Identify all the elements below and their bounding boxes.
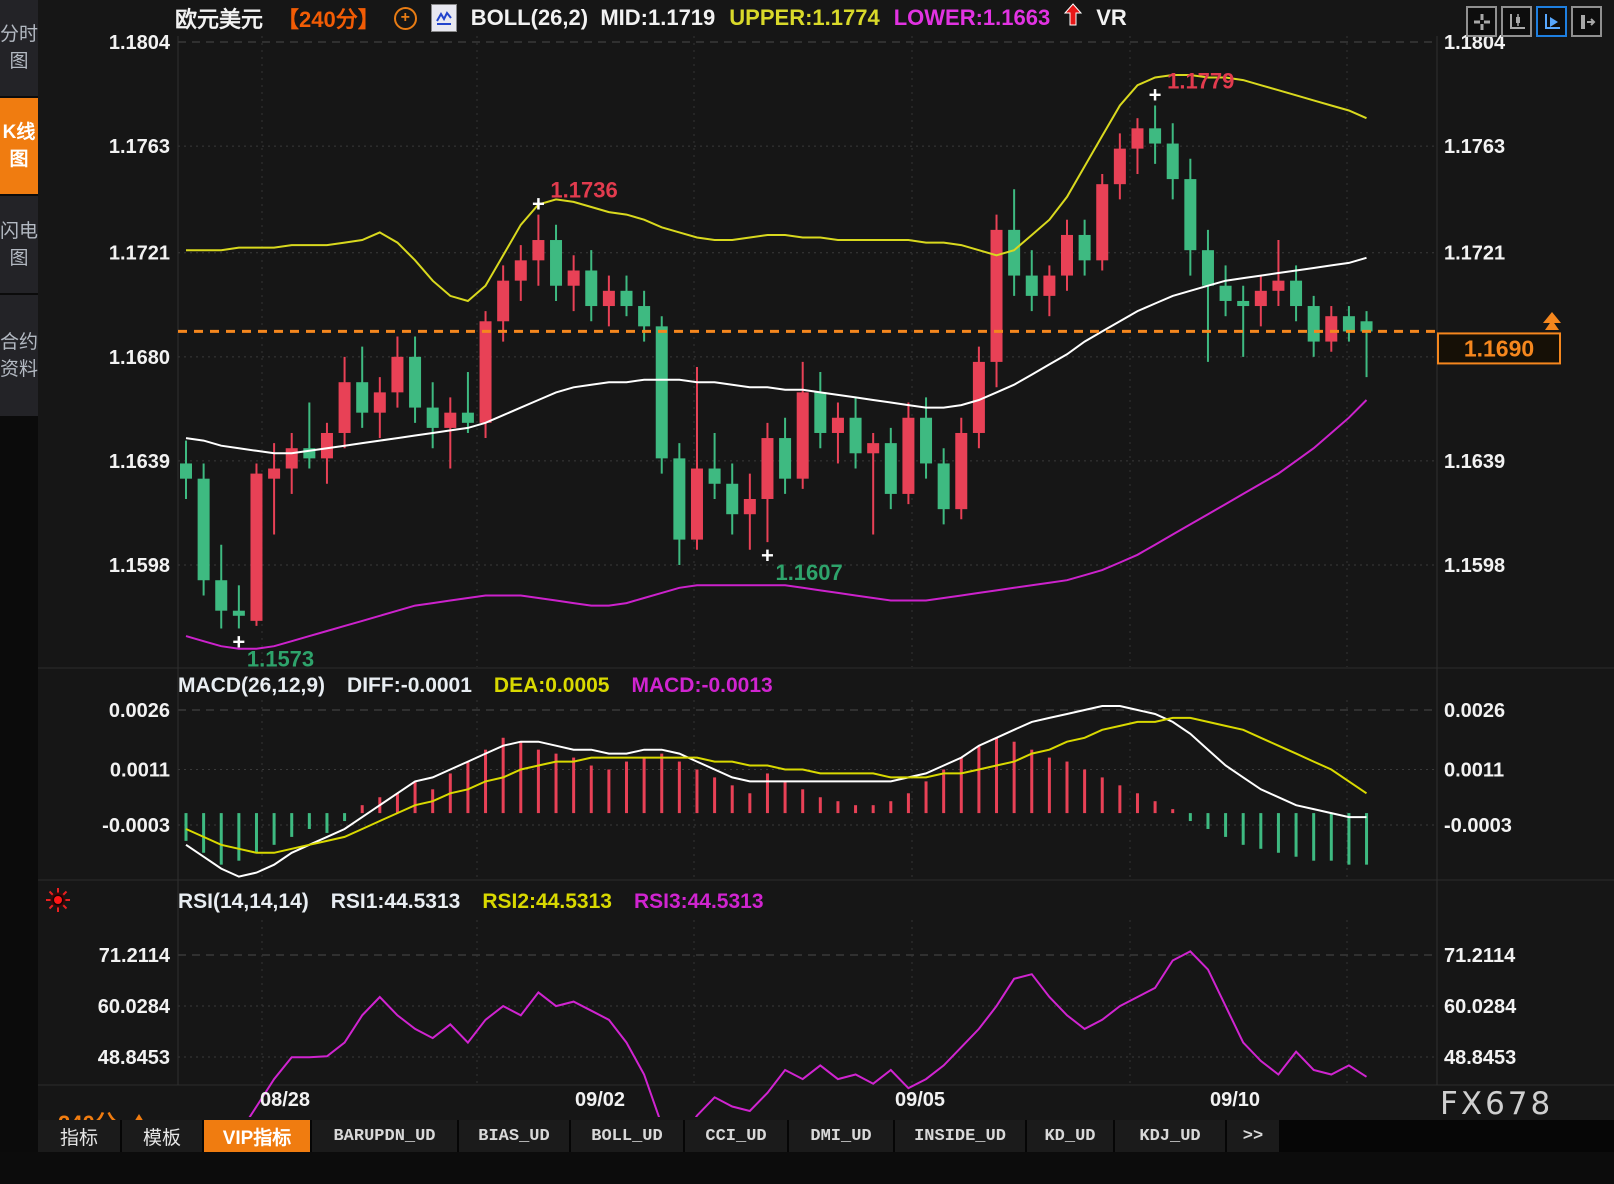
macd-dea-value: DEA:0.0005 — [493, 674, 610, 697]
svg-text:60.0284: 60.0284 — [1444, 996, 1517, 1018]
symbol-name[interactable]: 欧元美元 — [175, 7, 264, 32]
macd-value: MACD:-0.0013 — [631, 674, 773, 697]
svg-text:1.1721: 1.1721 — [1444, 243, 1505, 265]
extreme-marker-icon: + — [532, 192, 545, 217]
axis-candle-button[interactable] — [1501, 6, 1532, 37]
pan-crosshair-button[interactable] — [1466, 6, 1497, 37]
tab-kdj_ud[interactable]: KDJ_UD — [1115, 1120, 1227, 1152]
tab-[interactable]: 指标 — [38, 1120, 122, 1152]
boll-upper-line — [186, 74, 1367, 303]
sidebar-item-1[interactable]: 分时图 — [0, 0, 38, 98]
tab-[interactable]: >> — [1227, 1120, 1281, 1152]
svg-text:1.1804: 1.1804 — [1444, 32, 1506, 54]
tab-bias_ud[interactable]: BIAS_UD — [459, 1120, 571, 1152]
rsi2-value: RSI2:44.5313 — [482, 890, 612, 913]
period-label[interactable]: 【240分】 — [277, 7, 380, 32]
date-label: 08/28 — [260, 1089, 310, 1111]
rsi-header: RSI(14,14,14) RSI1:44.5313 RSI2:44.5313 … — [178, 890, 764, 914]
rsi1-value: RSI1:44.5313 — [330, 890, 461, 913]
svg-text:1.1639: 1.1639 — [109, 451, 170, 473]
current-price-label: 1.1690 — [1464, 335, 1534, 361]
rsi-layer — [248, 950, 1368, 1117]
tab-boll_ud[interactable]: BOLL_UD — [571, 1120, 685, 1152]
rsi3-value: RSI3:44.5313 — [633, 890, 764, 913]
rsi-line — [248, 950, 1368, 1117]
boll-lower-line — [185, 399, 1368, 650]
svg-text:48.8453: 48.8453 — [1444, 1047, 1516, 1069]
svg-text:71.2114: 71.2114 — [1444, 945, 1516, 967]
up-arrow-icon — [1064, 3, 1083, 33]
svg-text:60.0284: 60.0284 — [98, 996, 171, 1018]
chart-header: 欧元美元 【240分】 + BOLL(26,2) MID:1.1719 UPPE… — [38, 0, 1614, 36]
macd-diff-value: DIFF:-0.0001 — [347, 674, 472, 697]
indicator-tabbar: 指标 模板 VIP指标 BARUPDN_UD BIAS_UD BOLL_UD CCI_UD D… — [38, 1120, 1614, 1152]
chart-toolbar — [1466, 6, 1602, 37]
rsi-label: RSI(14,14,14) — [178, 890, 309, 913]
svg-text:0.0026: 0.0026 — [109, 700, 170, 722]
macd-label: MACD(26,12,9) — [178, 674, 326, 697]
extreme-marker-icon: + — [232, 629, 245, 654]
svg-text:1.1763: 1.1763 — [109, 136, 170, 158]
svg-text:48.8453: 48.8453 — [98, 1047, 170, 1069]
tab-[interactable]: 模板 — [122, 1120, 204, 1152]
boll-lower-label: LOWER:1.1663 — [893, 5, 1051, 30]
candles-layer — [180, 105, 1373, 629]
macd-layer — [184, 705, 1369, 878]
vr-label[interactable]: VR — [1096, 5, 1127, 30]
grid-layer — [0, 36, 1614, 1086]
svg-text:-0.0003: -0.0003 — [102, 815, 170, 837]
tab-kd_ud[interactable]: KD_UD — [1027, 1120, 1115, 1152]
tab-dmi_ud[interactable]: DMI_UD — [789, 1120, 895, 1152]
sidebar-item-2[interactable]: K线图 — [0, 98, 38, 196]
chart-type-sidebar: 分时图 K线图 闪电图 合约资料 — [0, 0, 38, 1184]
svg-text:1.1598: 1.1598 — [109, 555, 170, 577]
boll-label: BOLL(26,2) MID:1.1719 — [470, 5, 716, 30]
extreme-marker-icon: + — [1149, 82, 1162, 107]
tab-barupdn_ud[interactable]: BARUPDN_UD — [312, 1120, 459, 1152]
hot-indicator-icon[interactable] — [44, 886, 72, 914]
axis-play-button[interactable] — [1536, 6, 1567, 37]
tab-cci_ud[interactable]: CCI_UD — [685, 1120, 789, 1152]
tab-vip[interactable]: VIP指标 — [204, 1120, 312, 1152]
mini-chart-icon[interactable] — [430, 4, 457, 32]
svg-text:1.1680: 1.1680 — [109, 347, 170, 369]
boll-mid-line — [185, 256, 1367, 455]
date-label: 09/05 — [895, 1089, 945, 1111]
add-indicator-icon[interactable]: + — [393, 6, 417, 30]
extreme-marker-icon: + — [761, 543, 774, 568]
sidebar-item-4[interactable]: 合约资料 — [0, 295, 38, 418]
date-label: 09/10 — [1210, 1089, 1260, 1111]
svg-text:1.1639: 1.1639 — [1444, 451, 1505, 473]
sidebar-item-3[interactable]: 闪电图 — [0, 196, 38, 295]
svg-text:1.1721: 1.1721 — [109, 243, 170, 265]
svg-text:1.1804: 1.1804 — [109, 32, 171, 54]
price-annotation: 1.1779 — [1167, 68, 1234, 93]
current-price-marker: 1.1690 — [178, 312, 1561, 365]
svg-text:1.1763: 1.1763 — [1444, 136, 1505, 158]
boll-upper-label: UPPER:1.1774 — [729, 5, 880, 30]
price-annotation: 1.1607 — [775, 560, 842, 585]
svg-text:0.0026: 0.0026 — [1444, 700, 1505, 722]
boll-lines-layer — [185, 74, 1368, 650]
svg-text:-0.0003: -0.0003 — [1444, 815, 1512, 837]
svg-text:0.0011: 0.0011 — [110, 759, 170, 781]
axis-export-button[interactable] — [1571, 6, 1602, 37]
tab-inside_ud[interactable]: INSIDE_UD — [895, 1120, 1027, 1152]
svg-text:1.1598: 1.1598 — [1444, 555, 1505, 577]
watermark: FX678 — [1440, 1086, 1554, 1122]
macd-dea-line — [185, 716, 1368, 854]
price-annotation: 1.1573 — [247, 646, 314, 671]
date-label: 09/02 — [575, 1089, 625, 1111]
price-annotations: +1.1736+1.1779+1.1607+1.1573 — [232, 68, 1234, 671]
price-annotation: 1.1736 — [550, 178, 617, 203]
macd-diff-line — [185, 705, 1367, 878]
macd-header: MACD(26,12,9) DIFF:-0.0001 DEA:0.0005 MA… — [178, 674, 773, 698]
svg-text:71.2114: 71.2114 — [99, 945, 171, 967]
axis-labels: 1.1804 1.1804 1.1763 1.1763 1.1721 1.1721 1.16… — [98, 32, 1517, 1111]
svg-text:0.0011: 0.0011 — [1444, 759, 1504, 781]
bottom-strip — [0, 1152, 1614, 1184]
